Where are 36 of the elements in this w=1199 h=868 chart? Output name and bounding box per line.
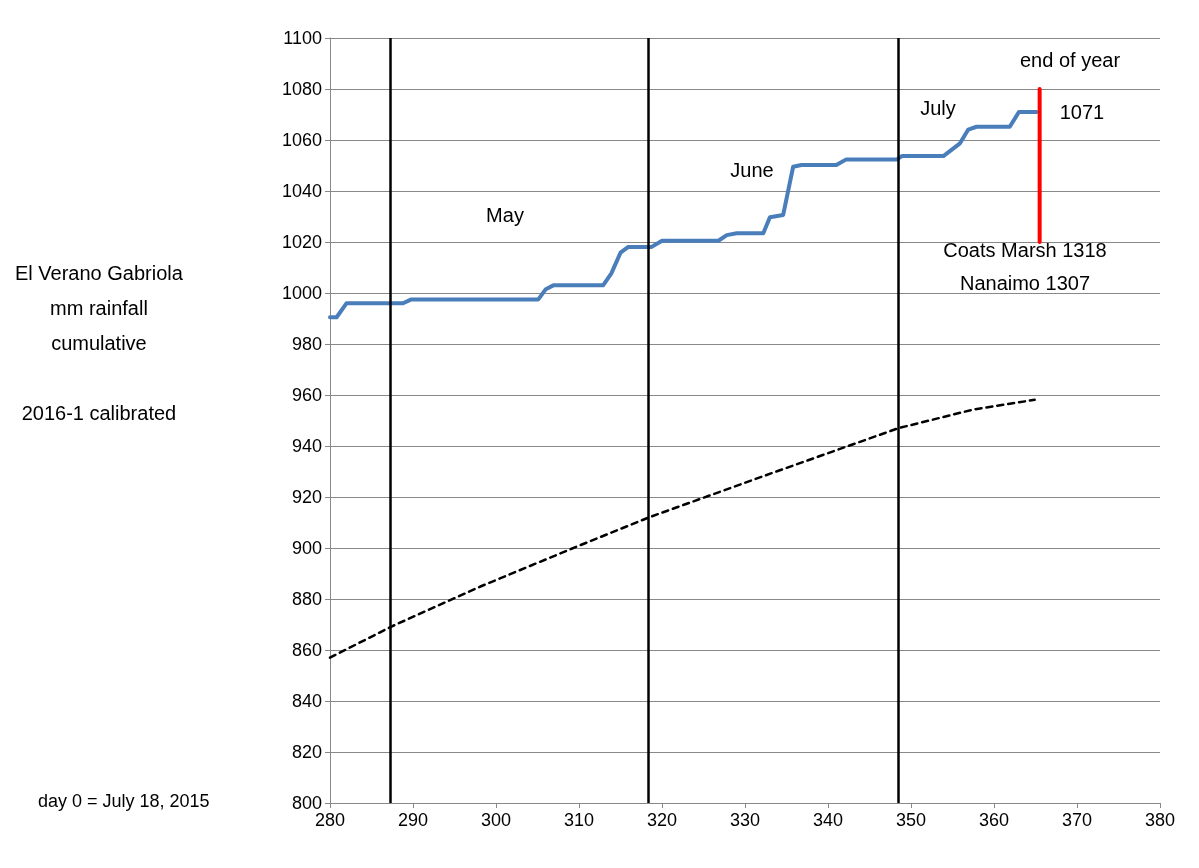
y-tick-label: 1000	[281, 283, 322, 303]
annotation: May	[486, 204, 524, 226]
x-tick-label: 340	[812, 810, 844, 830]
annotation: end of year	[1019, 49, 1121, 71]
y-tick-label: 940	[291, 436, 322, 456]
annotation: June	[730, 159, 774, 181]
annotation: July	[920, 97, 956, 119]
y-tick-label: 860	[291, 640, 322, 660]
x-tick-label: 290	[397, 810, 429, 830]
y-tick-label: 820	[291, 742, 322, 762]
x-tick-label: 280	[314, 810, 346, 830]
y-tick-label: 920	[291, 487, 322, 507]
y-tick-label: 980	[291, 334, 322, 354]
y-tick-label: 1100	[283, 28, 322, 48]
x-tick-label: 330	[729, 810, 761, 830]
x-tick-label: 370	[1061, 810, 1093, 830]
annotation: 1071	[1059, 101, 1105, 123]
x-tick-label: 320	[646, 810, 678, 830]
y-tick-label: 1020	[281, 232, 322, 252]
y-tick-label: 1040	[281, 181, 322, 201]
x-tick-label: 360	[978, 810, 1010, 830]
y-tick-label: 800	[291, 793, 322, 813]
y-tick-label: 880	[291, 589, 322, 609]
text: day 0 = July 18, 2015	[38, 791, 210, 811]
x-tick-label: 310	[563, 810, 595, 830]
y-tick-label: 1060	[281, 130, 322, 150]
y-tick-label: 1080	[281, 79, 322, 99]
annotation: Coats Marsh 1318	[943, 239, 1107, 261]
x-tick-label: 300	[480, 810, 512, 830]
x-tick-label: 350	[895, 810, 927, 830]
y-tick-label: 840	[291, 691, 322, 711]
y-tick-label: 960	[291, 385, 322, 405]
annotation: Nanaimo 1307	[959, 272, 1091, 294]
x-tick-label: 380	[1144, 810, 1176, 830]
y-tick-label: 900	[291, 538, 322, 558]
text: El Verano Gabriola mm rainfall cumulative 2016-1 calibrated	[15, 261, 183, 424]
